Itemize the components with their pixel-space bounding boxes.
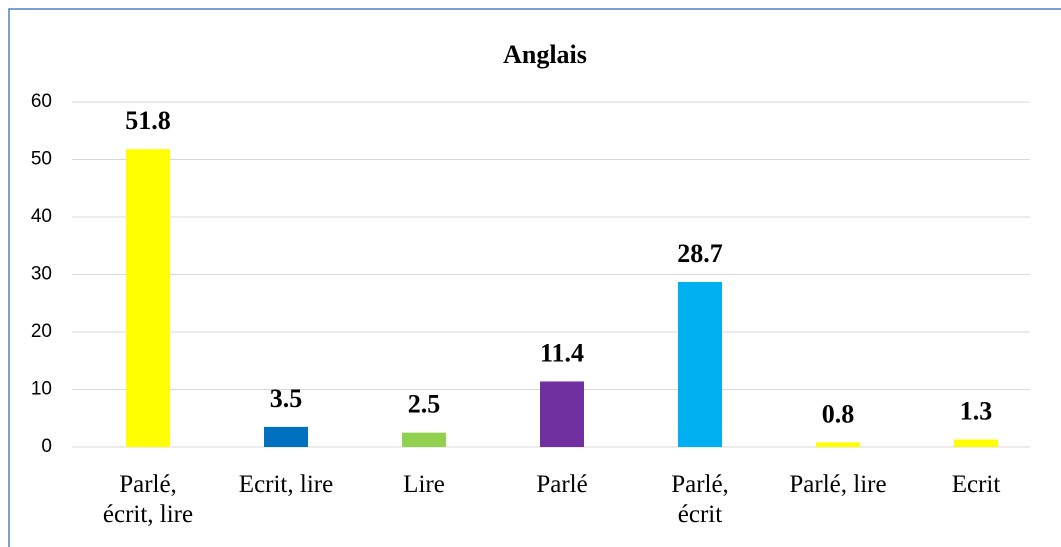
value-label: 2.5 <box>408 390 441 419</box>
value-label: 1.3 <box>960 396 993 425</box>
x-tick-label: Lire <box>403 471 445 498</box>
bar <box>264 426 308 447</box>
y-tick-label: 60 <box>31 91 52 112</box>
x-tick-label: Parlé <box>536 471 588 498</box>
y-tick-label: 50 <box>31 149 52 170</box>
x-tick-label: Parlé, écrit, lire <box>102 471 194 528</box>
bar <box>816 442 860 447</box>
chart-title: Anglais <box>503 40 587 69</box>
value-label: 28.7 <box>677 239 723 268</box>
x-tick-label: Parlé, lire <box>789 471 887 498</box>
y-tick-label: 0 <box>41 436 52 457</box>
y-tick-label: 30 <box>31 264 52 285</box>
bar <box>126 149 170 447</box>
value-label: 51.8 <box>125 106 171 135</box>
y-tick-label: 20 <box>31 321 52 342</box>
x-tick-label: Ecrit, lire <box>238 471 334 498</box>
y-tick-label: 40 <box>31 206 52 227</box>
y-tick-label: 10 <box>31 379 52 400</box>
value-label: 3.5 <box>270 384 303 413</box>
value-label: 11.4 <box>540 338 584 367</box>
bar <box>678 281 722 447</box>
value-label: 0.8 <box>822 399 855 428</box>
chart-border <box>8 8 1061 547</box>
bar <box>402 432 446 447</box>
bar <box>954 439 998 447</box>
x-tick-label: Ecrit <box>951 471 1001 498</box>
bar <box>540 381 584 447</box>
x-tick-label: Parlé, écrit <box>671 471 729 528</box>
